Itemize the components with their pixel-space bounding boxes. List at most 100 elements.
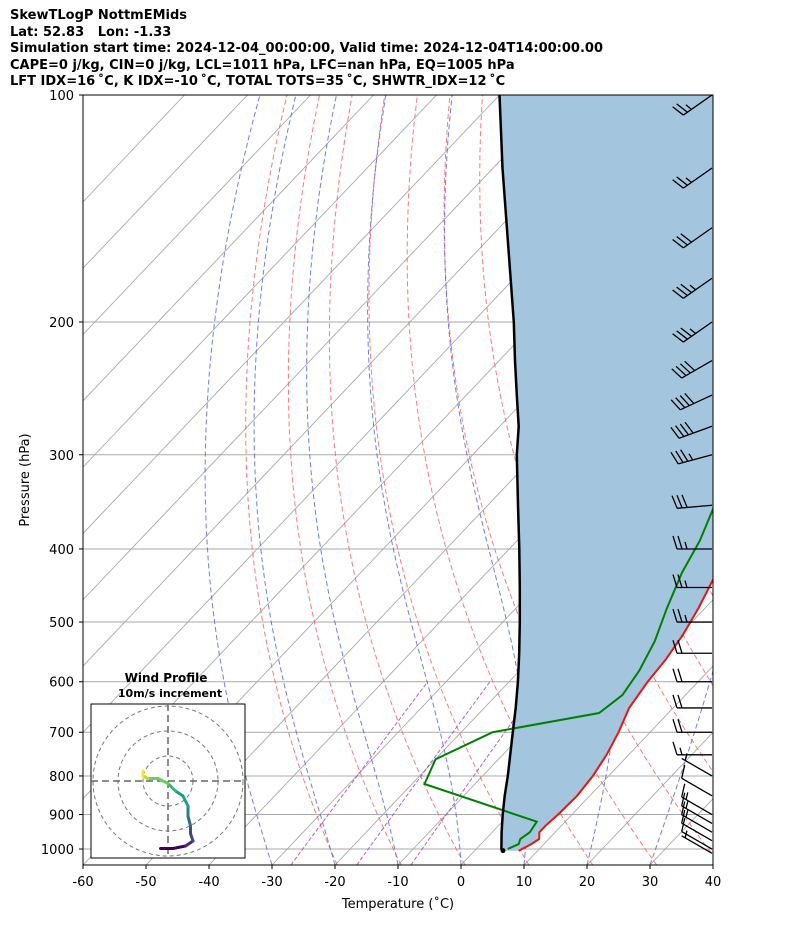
barb-shaft — [681, 805, 713, 825]
moist-adiabat — [253, 95, 336, 865]
indices-line: LFT IDX=16 ˚C, K IDX=-10 ˚C, TOTAL TOTS=… — [10, 74, 506, 90]
x-tick-label: 10 — [516, 875, 533, 890]
y-tick-label: 800 — [49, 770, 74, 785]
barb-flag — [671, 495, 678, 509]
wind-barb — [672, 277, 713, 299]
barb-flag — [672, 719, 678, 733]
x-axis-label: Temperature (˚C) — [341, 896, 454, 912]
wind-barb — [672, 608, 712, 623]
x-tick-label: 30 — [642, 875, 659, 890]
moist-adiabat — [444, 95, 529, 865]
barb-flag — [672, 640, 678, 654]
wind-barb — [681, 792, 713, 825]
barb-half — [689, 328, 697, 334]
wind-barb — [672, 167, 713, 189]
hodograph-segment — [174, 789, 185, 798]
isotherm-line — [83, 95, 248, 269]
dry-adiabat — [328, 95, 466, 865]
barb-flag — [677, 535, 683, 550]
moist-adiabat — [306, 95, 399, 865]
barb-flag — [672, 535, 678, 550]
wind-barb — [671, 359, 713, 379]
hodograph-title: Wind Profile — [125, 671, 208, 685]
x-tick-label: -20 — [324, 875, 345, 890]
barb-half — [685, 810, 689, 818]
barb-flag — [677, 668, 683, 682]
barb-half — [685, 177, 692, 183]
barb-flag — [675, 425, 685, 437]
profile-lines — [423, 95, 713, 854]
dewpoint-line — [423, 506, 713, 850]
y-tick-label: 100 — [49, 89, 74, 104]
lcl-marker — [500, 848, 506, 854]
barb-shaft — [681, 359, 713, 379]
barb-flag — [680, 327, 692, 337]
barb-flag — [681, 792, 686, 807]
isotherm-line — [83, 95, 626, 667]
barb-flag — [672, 741, 678, 756]
moist-adiabat — [649, 95, 713, 865]
hodograph-inset: Wind Profile 10m/s increment — [90, 671, 246, 859]
barb-flag — [681, 783, 686, 798]
wind-barb — [681, 764, 713, 797]
cin-fill-region — [499, 95, 713, 851]
x-tick-label: -40 — [198, 875, 219, 890]
isotherm-line — [586, 731, 713, 865]
barb-shaft — [682, 321, 713, 343]
location-line: Lat: 52.83 Lon: -1.33 — [10, 24, 172, 40]
barb-shaft — [681, 814, 713, 833]
barb-flag — [679, 363, 691, 374]
x-tick-label: -60 — [72, 875, 93, 890]
barb-shaft — [680, 394, 713, 411]
wind-barb — [670, 449, 713, 465]
y-tick-label: 200 — [49, 316, 74, 331]
barb-flag — [675, 365, 687, 377]
x-tick-label: -50 — [135, 875, 156, 890]
barb-flag — [676, 330, 688, 340]
wind-barb — [672, 94, 713, 116]
x-tick-label: -30 — [261, 875, 282, 890]
wind-barb — [681, 801, 713, 833]
wind-barb — [681, 809, 713, 842]
barb-half — [684, 614, 688, 623]
barb-flag — [677, 694, 683, 709]
barb-half — [685, 792, 689, 800]
x-tick-label: -10 — [387, 875, 408, 890]
y-tick-label: 400 — [49, 543, 74, 558]
moist-adiabat — [367, 95, 462, 865]
dry-adiabat — [406, 95, 594, 865]
barb-flag — [684, 360, 696, 372]
barb-shaft — [681, 757, 713, 777]
isotherm-line — [523, 665, 713, 865]
barb-flag — [681, 818, 686, 832]
barb-flag — [671, 368, 683, 379]
y-tick-label: 1000 — [41, 843, 74, 858]
barb-shaft — [681, 796, 713, 816]
isotherm-line — [712, 864, 713, 865]
barb-flag — [676, 495, 683, 509]
barb-shaft — [681, 777, 713, 797]
barb-half — [685, 801, 689, 809]
dry-adiabat — [710, 95, 713, 114]
dry-adiabat — [245, 95, 338, 865]
barb-flag — [681, 494, 688, 508]
barb-flag — [677, 608, 683, 623]
barb-flag — [681, 801, 686, 815]
barb-flag — [681, 809, 686, 824]
barb-flag — [672, 289, 684, 299]
x-tick-label: 0 — [457, 875, 465, 890]
wind-barb — [671, 494, 713, 509]
barb-flag — [672, 694, 678, 709]
dry-adiabat — [743, 95, 794, 865]
isotherm-line — [83, 95, 374, 402]
isotherm-line — [145, 267, 713, 865]
x-tick-label: 20 — [579, 875, 596, 890]
barb-flag — [680, 233, 692, 243]
y-axis-label: Pressure (hPa) — [18, 433, 33, 526]
hodograph-segment — [181, 794, 190, 808]
barb-half — [689, 284, 697, 291]
barb-flag — [681, 764, 686, 779]
barb-flag — [672, 333, 684, 343]
mixing-ratio-line — [290, 681, 429, 865]
